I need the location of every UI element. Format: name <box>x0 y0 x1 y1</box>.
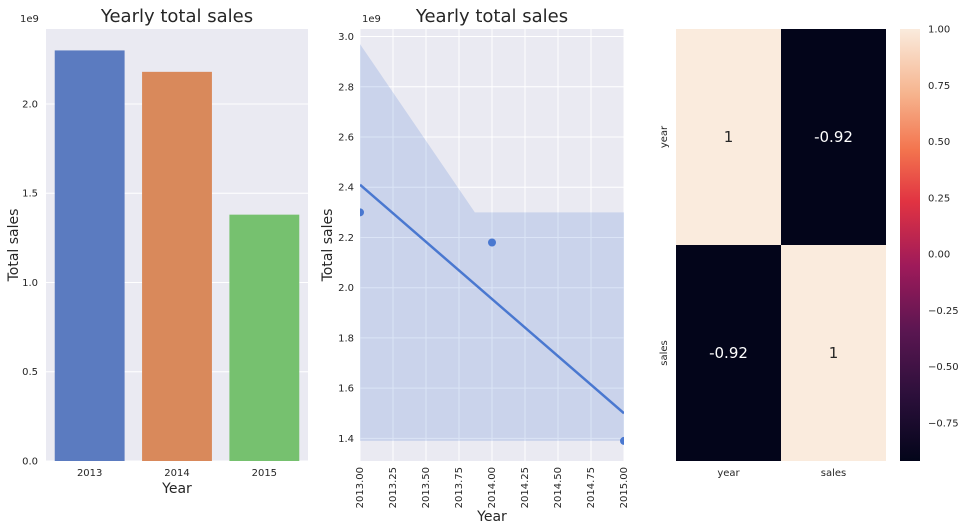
regression-chart-y-multiplier: 1e9 <box>362 14 381 25</box>
bar-2015 <box>229 214 300 461</box>
regression-chart-y-tick-label: 2.2 <box>338 233 354 244</box>
bar-chart-bars <box>54 50 300 462</box>
heatmap-cell-sales-sales <box>781 245 886 461</box>
heatmap-cell-value: -0.92 <box>814 128 853 146</box>
bar-chart-y-tick-label: 2.0 <box>22 99 38 110</box>
heatmap-x-label: year <box>717 468 740 479</box>
regression-chart-x-tick-label: 2014.75 <box>586 467 597 508</box>
regression-chart-y-ticks: 1.4 1.6 1.8 2.0 2.2 2.4 2.6 2.8 3.0 <box>338 32 354 445</box>
regression-chart-x-tick-label: 2013.25 <box>388 467 399 508</box>
bar-2014 <box>142 71 212 462</box>
bar-chart-panel: 0.0 0.5 1.0 1.5 2.0 2013 2014 2015 Yearly tota… <box>6 6 308 497</box>
heatmap-cell-year-year <box>676 29 781 245</box>
heatmap-cell-value: 1 <box>829 344 839 362</box>
bar-chart-y-tick-label: 1.0 <box>22 278 38 289</box>
colorbar-tick-label: 0.25 <box>928 193 950 204</box>
regression-chart-y-tick-label: 2.4 <box>338 183 354 194</box>
regression-chart-y-tick-label: 1.6 <box>338 384 354 395</box>
scatter-point <box>620 436 624 445</box>
colorbar-tick-label: −0.75 <box>928 418 959 429</box>
regression-chart-x-ticks: 2013.00 2013.25 2013.50 2013.75 2014.00 2014.… <box>355 467 630 508</box>
colorbar-tick-label: 0.75 <box>928 81 950 92</box>
regression-chart-y-label: Total sales <box>320 209 336 283</box>
bar-chart-x-label: Year <box>161 481 192 497</box>
heatmap-cell-value: 1 <box>724 128 734 146</box>
bar-chart-x-tick-label: 2014 <box>164 468 189 479</box>
regression-chart-y-tick-label: 1.4 <box>338 434 354 445</box>
bar-chart-x-ticks: 2013 2014 2015 <box>77 468 277 479</box>
colorbar-tick-label: 0.00 <box>928 250 950 261</box>
heatmap-axis-labels: year sales year sales <box>659 125 846 479</box>
heatmap-cell-value: -0.92 <box>709 344 748 362</box>
heatmap-y-label: sales <box>659 340 670 365</box>
regression-chart-panel: 1.41.61.82.02.22.42.62.83.0 2013.00 2013.… <box>320 6 630 525</box>
regression-chart-x-tick-label: 2014.00 <box>487 467 498 508</box>
bar-chart-y-label: Total sales <box>6 209 22 283</box>
regression-line <box>360 183 624 415</box>
bar-chart-title: Yearly total sales <box>100 6 253 27</box>
bar-2013 <box>54 50 125 462</box>
regression-chart-x-tick-label: 2015.00 <box>619 467 630 508</box>
bar-chart-y-ticks: 0.0 0.5 1.0 1.5 2.0 <box>22 99 38 467</box>
colorbar-tick-label: −0.25 <box>928 306 959 317</box>
scatter-point <box>488 238 496 247</box>
colorbar-tick-label: 1.00 <box>928 25 950 36</box>
regression-chart-x-label: Year <box>476 509 507 525</box>
colorbar-tick-label: −0.50 <box>928 362 959 373</box>
regression-chart-y-tick-label: 2.0 <box>338 283 354 294</box>
bar-chart-x-tick-label: 2013 <box>77 468 102 479</box>
colorbar <box>900 29 920 461</box>
bar-chart-y-tick-label: 1.5 <box>22 189 38 200</box>
heatmap-cell-sales-year <box>676 245 781 461</box>
heatmap-cell-year-sales <box>781 29 886 245</box>
regression-chart-y-tick-label: 2.6 <box>338 133 354 144</box>
colorbar-tick-label: 0.50 <box>928 137 950 148</box>
colorbar-ticks: 1.00 0.75 0.50 0.25 0.00 −0.25 −0.50 −0.75 <box>928 25 959 430</box>
regression-chart-x-tick-label: 2014.50 <box>553 467 564 508</box>
regression-chart-y-tick-label: 3.0 <box>338 32 354 43</box>
regression-chart-x-tick-label: 2013.75 <box>454 467 465 508</box>
regression-chart-y-tick-label: 1.8 <box>338 333 354 344</box>
heatmap-panel: 1 -0.92 -0.92 1 year sales year sales 1.00 0.75… <box>659 25 959 480</box>
bar-chart-y-tick-label: 0.0 <box>22 457 38 468</box>
bar-chart-x-tick-label: 2015 <box>252 468 277 479</box>
regression-chart-title: Yearly total sales <box>415 6 568 27</box>
regression-chart-x-tick-label: 2014.25 <box>520 467 531 508</box>
scatter-points <box>360 208 624 445</box>
regression-chart-y-tick-label: 2.8 <box>338 82 354 93</box>
heatmap-cells: 1 -0.92 -0.92 1 <box>676 29 886 461</box>
regression-chart-x-tick-label: 2013.00 <box>355 467 366 508</box>
regression-chart-x-tick-label: 2013.50 <box>421 467 432 508</box>
heatmap-x-label: sales <box>821 468 846 479</box>
heatmap-y-label: year <box>659 125 670 148</box>
bar-chart-y-tick-label: 0.5 <box>22 367 38 378</box>
scatter-point <box>360 208 364 217</box>
bar-chart-y-multiplier: 1e9 <box>20 14 39 25</box>
